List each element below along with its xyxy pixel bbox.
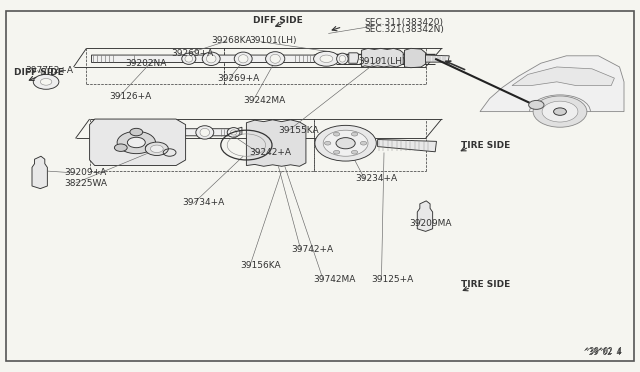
Polygon shape <box>480 56 624 112</box>
Text: 39156KA: 39156KA <box>240 262 280 270</box>
Text: 39125+A: 39125+A <box>371 275 413 283</box>
Circle shape <box>145 144 158 151</box>
Text: 39242MA: 39242MA <box>243 96 285 105</box>
Circle shape <box>542 101 578 122</box>
Polygon shape <box>90 119 186 166</box>
Circle shape <box>351 132 358 136</box>
Circle shape <box>324 141 331 145</box>
Text: 39209MA: 39209MA <box>410 219 452 228</box>
Text: 39155KA: 39155KA <box>278 126 319 135</box>
Circle shape <box>115 144 127 151</box>
Circle shape <box>360 141 367 145</box>
Circle shape <box>145 142 168 155</box>
Text: SEC.311(383420): SEC.311(383420) <box>365 18 444 27</box>
Circle shape <box>333 150 340 154</box>
Polygon shape <box>512 67 614 86</box>
Text: ^39^02 4: ^39^02 4 <box>584 348 621 357</box>
Ellipse shape <box>238 55 248 63</box>
Text: 39742+A: 39742+A <box>291 245 333 254</box>
Ellipse shape <box>337 53 348 64</box>
Ellipse shape <box>202 52 220 65</box>
Text: 39101(LH): 39101(LH) <box>358 57 406 66</box>
Text: 39126+A: 39126+A <box>109 92 151 101</box>
Text: 397752+A: 397752+A <box>26 66 74 75</box>
Circle shape <box>150 145 163 153</box>
Text: 39268KA: 39268KA <box>211 36 252 45</box>
Circle shape <box>117 131 156 154</box>
Polygon shape <box>426 55 449 62</box>
Ellipse shape <box>227 128 240 137</box>
Text: 39734+A: 39734+A <box>182 198 225 207</box>
Circle shape <box>127 137 145 148</box>
Circle shape <box>533 96 587 127</box>
Ellipse shape <box>270 54 280 63</box>
Circle shape <box>323 130 368 156</box>
Polygon shape <box>349 53 358 63</box>
Polygon shape <box>417 201 433 231</box>
Circle shape <box>40 78 52 85</box>
Polygon shape <box>404 48 426 68</box>
Text: 38225WA: 38225WA <box>64 179 107 187</box>
Circle shape <box>554 108 566 115</box>
Circle shape <box>529 100 544 109</box>
Circle shape <box>333 132 340 136</box>
Circle shape <box>315 125 376 161</box>
Polygon shape <box>92 53 320 62</box>
Ellipse shape <box>266 52 285 66</box>
Ellipse shape <box>185 55 193 62</box>
Text: TIRE SIDE: TIRE SIDE <box>461 141 510 150</box>
Text: 39242+A: 39242+A <box>250 148 292 157</box>
Polygon shape <box>32 156 47 189</box>
Text: ^39^02 4: ^39^02 4 <box>585 347 622 356</box>
Polygon shape <box>378 140 436 152</box>
Text: DIFF SIDE: DIFF SIDE <box>14 68 64 77</box>
Circle shape <box>351 150 358 154</box>
Text: 39101(LH): 39101(LH) <box>250 36 297 45</box>
Text: 39202NA: 39202NA <box>125 59 166 68</box>
Ellipse shape <box>182 53 196 64</box>
Text: DIFF SIDE: DIFF SIDE <box>253 16 303 25</box>
Circle shape <box>314 51 339 66</box>
Circle shape <box>336 138 355 149</box>
Text: 39209+A: 39209+A <box>64 169 106 177</box>
Polygon shape <box>362 48 403 67</box>
Circle shape <box>130 128 143 136</box>
Ellipse shape <box>230 130 237 135</box>
Ellipse shape <box>206 55 216 63</box>
Ellipse shape <box>339 55 346 62</box>
Text: 39742MA: 39742MA <box>314 275 356 283</box>
Text: TIRE SIDE: TIRE SIDE <box>461 280 510 289</box>
Circle shape <box>320 55 333 62</box>
Text: SEC.321(38342N): SEC.321(38342N) <box>365 25 445 34</box>
Polygon shape <box>246 120 306 166</box>
Text: 39269+A: 39269+A <box>172 49 214 58</box>
Ellipse shape <box>234 52 252 65</box>
Text: 39234+A: 39234+A <box>355 174 397 183</box>
Text: 39269+A: 39269+A <box>218 74 260 83</box>
Polygon shape <box>95 127 242 136</box>
Ellipse shape <box>200 128 210 137</box>
Circle shape <box>33 74 59 89</box>
Ellipse shape <box>196 126 214 139</box>
